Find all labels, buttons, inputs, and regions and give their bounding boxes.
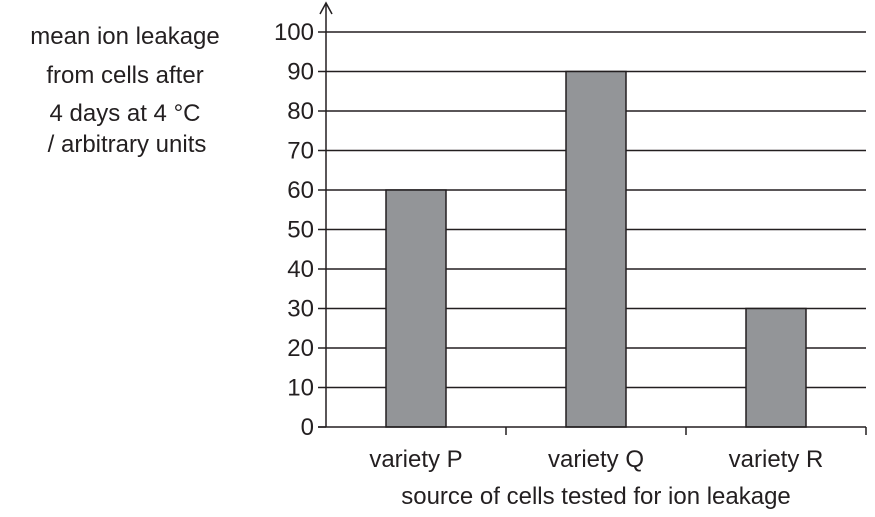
bar-variety-q — [565, 70, 627, 428]
y-axis-label-line-2: from cells after — [46, 62, 203, 89]
y-axis-arrow-icon — [319, 1, 333, 15]
y-tick-label-0: 0 — [301, 414, 314, 441]
y-ticks: 0 10 20 30 40 50 60 70 80 90 100 — [274, 19, 326, 441]
x-category-label-variety-p: variety P — [369, 446, 462, 473]
y-tick-label-30: 30 — [287, 296, 314, 323]
x-categories: variety P variety Q variety R — [369, 427, 867, 473]
y-tick-label-40: 40 — [287, 256, 314, 283]
bars — [385, 70, 807, 428]
x-axis-label: source of cells tested for ion leakage — [401, 483, 791, 510]
y-tick-label-90: 90 — [287, 59, 314, 86]
x-category-label-variety-q: variety Q — [548, 446, 644, 473]
y-axis-label-line-1: mean ion leakage — [30, 23, 219, 50]
y-tick-label-100: 100 — [274, 19, 314, 46]
x-category-label-variety-r: variety R — [729, 446, 824, 473]
axes — [318, 1, 866, 428]
y-tick-label-80: 80 — [287, 98, 314, 125]
y-axis-label-line-3: 4 days at 4 °C — [49, 100, 200, 127]
y-axis-label: mean ion leakage from cells after 4 days… — [30, 23, 223, 158]
y-tick-label-20: 20 — [287, 335, 314, 362]
y-tick-label-60: 60 — [287, 177, 314, 204]
bar-variety-p — [385, 189, 447, 428]
y-tick-label-10: 10 — [287, 375, 314, 402]
bar-variety-r — [745, 307, 807, 428]
y-tick-label-50: 50 — [287, 217, 314, 244]
y-axis-label-line-4: / arbitrary units — [48, 131, 207, 158]
y-tick-label-70: 70 — [287, 138, 314, 165]
